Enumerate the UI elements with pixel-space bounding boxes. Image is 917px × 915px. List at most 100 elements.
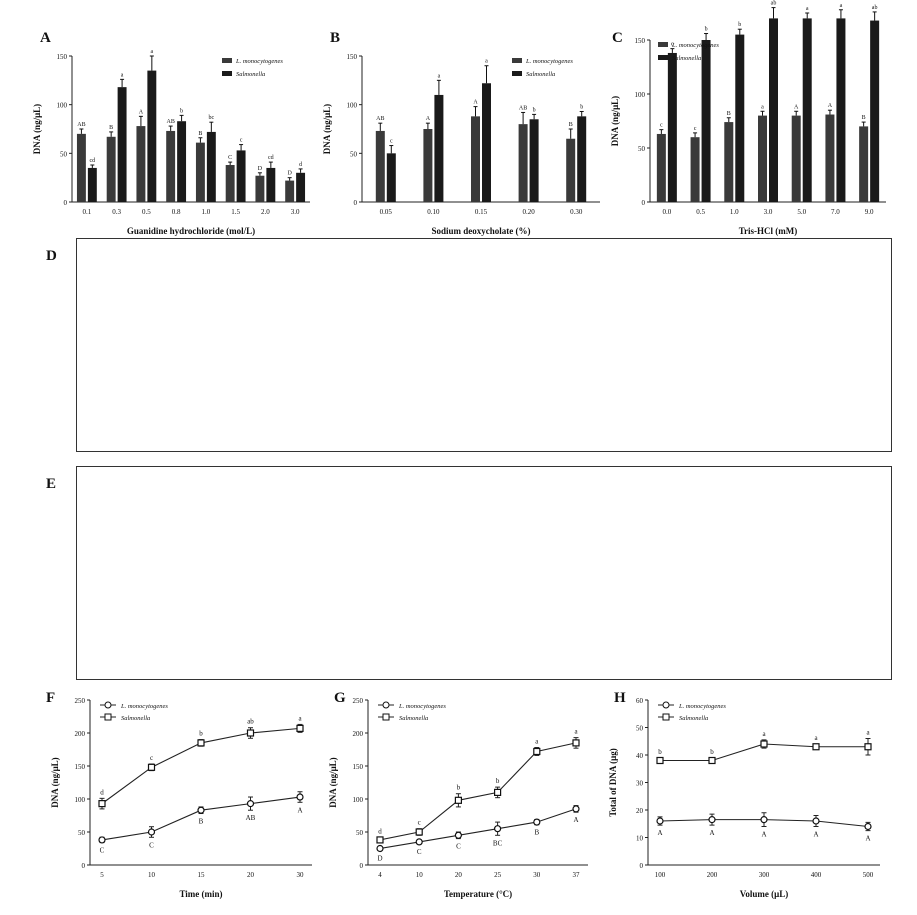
x-tick-label-G: 10 <box>416 871 424 879</box>
y-tick-label-H: 0 <box>640 862 644 870</box>
bar-A-0-0 <box>76 133 86 202</box>
y-tick-label-C: 100 <box>635 91 646 99</box>
sig-letter-F: a <box>298 714 302 722</box>
legend-marker-H <box>662 701 670 709</box>
x-tick-label-G: 4 <box>378 871 382 879</box>
y-tick-label-H: 40 <box>636 752 644 760</box>
bar-A-0-6 <box>255 175 265 202</box>
bar-B-0-1 <box>423 129 433 202</box>
point-F-0-4 <box>296 793 304 801</box>
point-F-0-3 <box>246 800 255 808</box>
bar-A-1-2 <box>147 70 157 202</box>
bar-C-1-4 <box>802 18 812 203</box>
bar-B-1-0 <box>386 153 396 202</box>
x-tick-label-F: 30 <box>297 871 305 879</box>
point-F-1-1 <box>147 763 156 771</box>
y-tick-label-H: 50 <box>636 725 644 733</box>
sig-letter-B: b <box>580 104 583 110</box>
sig-letter-C: a <box>840 3 843 9</box>
bar-A-0-4 <box>195 142 205 202</box>
point-G-1-3 <box>494 788 502 797</box>
sig-letter-B: A <box>426 116 431 122</box>
x-axis-label-C: Tris-HCl (mM) <box>739 226 798 236</box>
x-tick-label-C: 0.0 <box>662 208 671 216</box>
x-tick-label-F: 20 <box>247 871 255 879</box>
sig-letter-F: A <box>297 806 302 814</box>
sig-letter-A: bc <box>209 115 215 121</box>
legend-swatch-A <box>222 71 232 76</box>
legend-swatch-A <box>222 58 232 63</box>
sig-letter-A: cd <box>268 155 274 161</box>
sig-letter-C: c <box>660 123 663 129</box>
legend-marker-G <box>382 713 390 721</box>
y-axis-label-A: DNA (ng/μL) <box>32 104 42 154</box>
sig-letter-B: c <box>390 139 393 145</box>
series-line-G-1 <box>379 742 577 841</box>
sig-letter-A: a <box>151 49 154 55</box>
legend-label-B: L. monocytogenes <box>525 58 573 65</box>
sig-letter-A: D <box>258 166 263 172</box>
bar-A-1-1 <box>117 87 127 202</box>
sig-letter-F: C <box>149 841 154 849</box>
sig-letter-B: A <box>473 100 478 106</box>
x-tick-label-A: 1.5 <box>231 208 240 216</box>
sig-letter-H: b <box>710 748 714 756</box>
y-tick-label-F: 250 <box>75 697 86 705</box>
legend-label-A: Salmonella <box>236 71 265 78</box>
legend-swatch-B <box>512 58 522 63</box>
point-G-0-4 <box>533 818 541 826</box>
legend-label-H: L. monocytogenes <box>678 703 726 710</box>
point-F-0-0 <box>98 836 106 844</box>
panel-E-frame <box>76 466 892 680</box>
sig-letter-A: D <box>287 171 292 177</box>
point-F-1-4 <box>296 724 304 732</box>
point-H-0-0 <box>656 817 664 825</box>
y-tick-label-H: 20 <box>636 807 644 815</box>
x-tick-label-C: 1.0 <box>730 208 739 216</box>
sig-letter-G: a <box>535 738 539 746</box>
sig-letter-H: a <box>866 729 870 737</box>
x-tick-label-B: 0.30 <box>570 208 583 216</box>
y-tick-label-B: 150 <box>347 53 358 61</box>
sig-letter-C: ab <box>771 1 777 7</box>
sig-letter-G: BC <box>493 839 503 847</box>
point-H-0-3 <box>812 817 820 825</box>
bar-B-1-3 <box>529 119 539 202</box>
sig-letter-H: a <box>762 730 766 738</box>
x-tick-label-H: 300 <box>759 871 770 879</box>
point-H-1-0 <box>656 756 664 765</box>
sig-letter-B: AB <box>519 105 527 111</box>
y-tick-label-B: 50 <box>350 150 358 158</box>
y-tick-label-G: 150 <box>353 763 364 771</box>
y-tick-label-C: 150 <box>635 37 646 45</box>
x-tick-label-A: 1.0 <box>202 208 211 216</box>
bar-A-1-7 <box>296 172 306 202</box>
bar-C-1-3 <box>769 18 778 203</box>
sig-letter-G: C <box>456 843 461 851</box>
bar-A-0-5 <box>225 165 235 202</box>
y-tick-label-G: 50 <box>356 829 364 837</box>
sig-letter-G: d <box>378 827 382 835</box>
y-tick-label-H: 30 <box>636 780 644 788</box>
x-axis-label-F: Time (min) <box>179 889 222 899</box>
sig-letter-B: a <box>485 59 488 65</box>
y-tick-label-G: 0 <box>360 862 364 870</box>
x-tick-label-A: 2.0 <box>261 208 270 216</box>
sig-letter-A: B <box>198 131 202 137</box>
y-tick-label-F: 100 <box>75 796 86 804</box>
x-tick-label-B: 0.05 <box>380 208 393 216</box>
bar-C-0-0 <box>656 133 666 202</box>
legend-label-F: L. monocytogenes <box>120 703 168 710</box>
x-tick-label-B: 0.10 <box>427 208 440 216</box>
sig-letter-H: A <box>657 829 662 837</box>
y-tick-label-F: 0 <box>82 862 86 870</box>
sig-letter-H: a <box>814 734 818 742</box>
legend-marker-G <box>382 701 390 709</box>
point-H-1-4 <box>864 743 872 751</box>
bar-C-0-5 <box>825 114 835 202</box>
sig-letter-H: A <box>761 831 766 839</box>
sig-letter-A: AB <box>77 122 85 128</box>
bar-C-1-6 <box>870 20 880 203</box>
bar-A-0-7 <box>285 180 295 202</box>
x-tick-label-G: 37 <box>573 871 581 879</box>
